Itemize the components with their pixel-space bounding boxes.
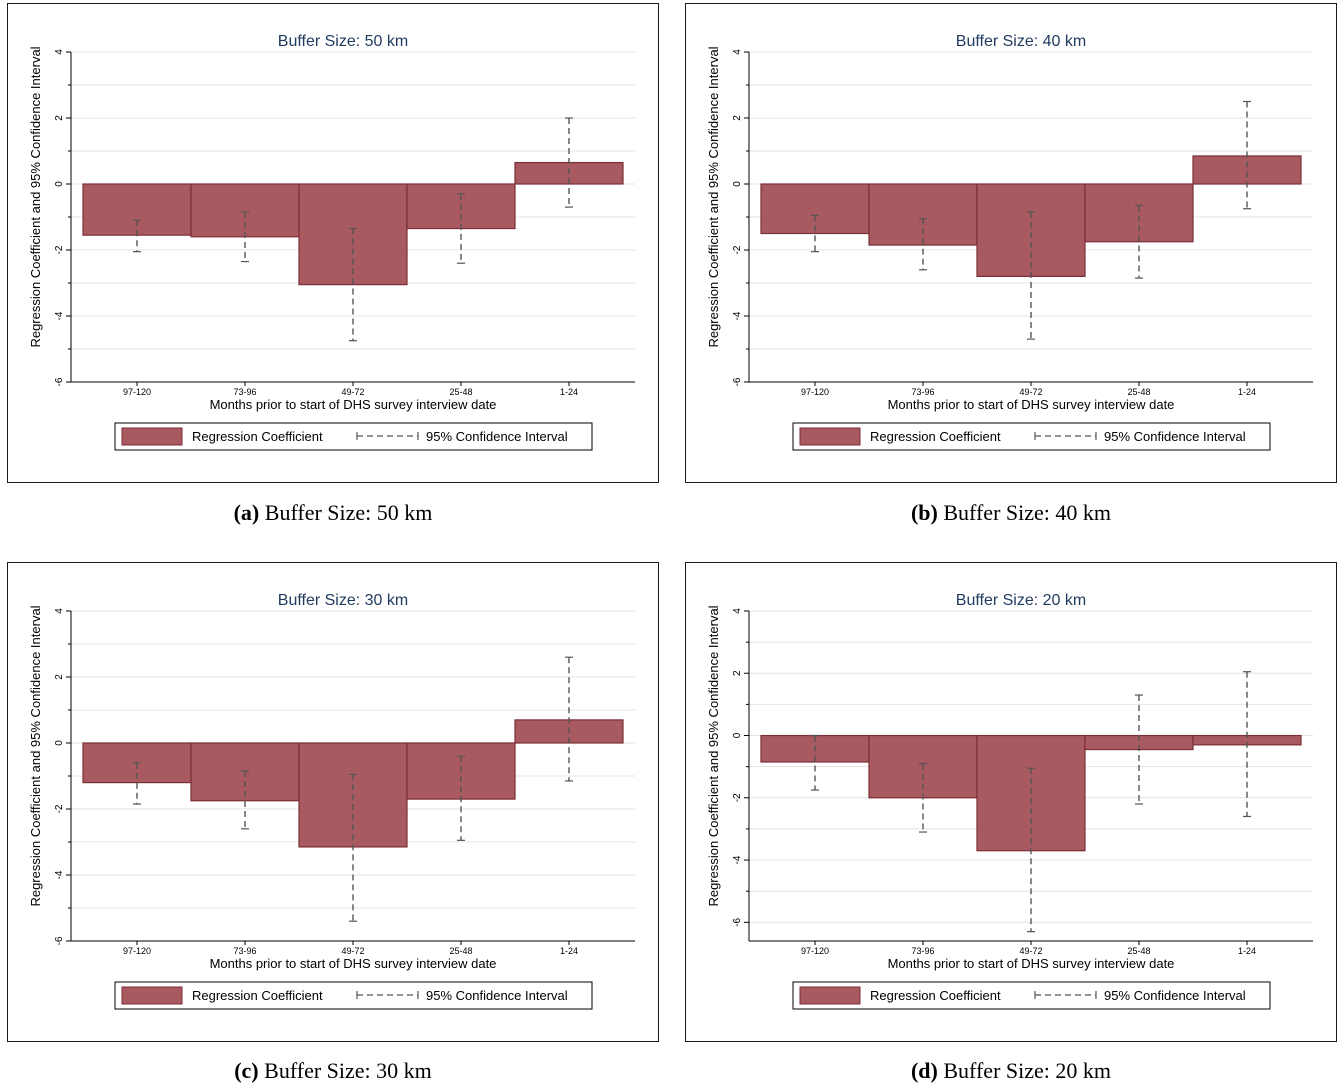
y-tick-label: 2 [54,674,65,680]
x-tick-label: 49-72 [1019,946,1042,956]
legend-bar-swatch [121,427,183,446]
x-tick-label: 73-96 [911,946,934,956]
caption-c-text: Buffer Size: 30 km [264,1058,432,1083]
chart-svg-d: Buffer Size: 20 km -6 -4 -2 0 2 4 Regression Co… [706,592,1313,1010]
chart-title: Buffer Size: 50 km [278,33,408,50]
legend-bar-label: Regression Coefficient [192,988,323,1003]
x-tick-label: 1-24 [1238,387,1256,397]
x-tick-label: 97-120 [801,387,829,397]
bar-25-48 [1084,183,1194,243]
y-tick-label: 2 [732,115,743,121]
y-tick-label: 0 [54,181,65,187]
y-tick-label: -4 [732,311,743,320]
y-tick-label: 4 [54,49,65,55]
chart-panel-a: Buffer Size: 50 km -6 -4 -2 0 2 4 Regression Co… [7,3,659,483]
y-tick-label: 4 [54,608,65,614]
legend-bar-swatch [799,986,861,1005]
x-tick-label: 1-24 [1238,946,1256,956]
caption-b-letter: (b) [910,500,938,525]
y-tick-label: -4 [54,311,65,320]
y-tick-label: 0 [732,181,743,187]
bar-73-96 [868,183,978,246]
x-tick-label: 97-120 [801,946,829,956]
caption-d-text: Buffer Size: 20 km [943,1058,1111,1083]
x-tick-label: 25-48 [449,946,472,956]
x-axis-label: Months prior to start of DHS survey inte… [210,956,497,971]
caption-b: (b) Buffer Size: 40 km [681,500,1340,526]
chart-panel-c: Buffer Size: 30 km -6 -4 -2 0 2 4 Regression Co… [7,562,659,1042]
y-tick-label: -4 [732,855,743,864]
x-tick-label: 25-48 [1127,387,1150,397]
chart-title: Buffer Size: 20 km [956,592,1086,609]
caption-a-letter: (a) [233,500,260,525]
x-tick-label: 25-48 [449,387,472,397]
legend-bar-label: Regression Coefficient [192,429,323,444]
x-tick-label: 73-96 [233,387,256,397]
y-tick-label: -4 [54,870,65,879]
legend-ci-label: 95% Confidence Interval [1104,429,1246,444]
y-tick-label: -2 [732,793,743,802]
chart-svg-b: Buffer Size: 40 km -6 -4 -2 0 2 4 Regression Co… [706,33,1313,451]
x-tick-label: 97-120 [123,387,151,397]
x-tick-label: 97-120 [123,946,151,956]
legend-bar-swatch [799,427,861,446]
y-tick-label: -2 [54,804,65,813]
legend-bar-label: Regression Coefficient [870,429,1001,444]
legend-ci-label: 95% Confidence Interval [426,988,568,1003]
x-tick-label: 49-72 [341,946,364,956]
chart-title: Buffer Size: 40 km [956,33,1086,50]
y-axis-label: Regression Coefficient and 95% Confidenc… [28,605,43,906]
legend-box [114,422,593,451]
legend-box [792,981,1271,1010]
y-tick-label: -6 [732,377,743,386]
y-tick-label: -2 [54,245,65,254]
x-tick-label: 73-96 [233,946,256,956]
caption-c: (c) Buffer Size: 30 km [3,1058,663,1084]
y-tick-label: 0 [54,740,65,746]
bar-1-24 [1192,155,1302,185]
bar-49-72 [976,183,1086,278]
bar-73-96 [190,183,300,238]
y-tick-label: -6 [54,936,65,945]
y-tick-label: -6 [54,377,65,386]
caption-c-letter: (c) [234,1058,259,1083]
x-tick-label: 1-24 [560,387,578,397]
y-axis-label: Regression Coefficient and 95% Confidenc… [28,46,43,347]
caption-b-text: Buffer Size: 40 km [943,500,1111,525]
bar-97-120 [82,183,192,236]
x-axis-label: Months prior to start of DHS survey inte… [210,397,497,412]
x-tick-label: 73-96 [911,387,934,397]
chart-title: Buffer Size: 30 km [278,592,408,609]
chart-panel-d: Buffer Size: 20 km -6 -4 -2 0 2 4 Regression Co… [685,562,1337,1042]
x-tick-label: 49-72 [341,387,364,397]
caption-d-letter: (d) [910,1058,938,1083]
chart-panel-b: Buffer Size: 40 km -6 -4 -2 0 2 4 Regression Co… [685,3,1337,483]
x-axis-label: Months prior to start of DHS survey inte… [888,397,1175,412]
y-tick-label: 0 [732,732,743,738]
y-axis-label: Regression Coefficient and 95% Confidenc… [706,605,721,906]
legend-ci-label: 95% Confidence Interval [426,429,568,444]
x-tick-label: 1-24 [560,946,578,956]
y-tick-label: 4 [732,49,743,55]
legend-ci-label: 95% Confidence Interval [1104,988,1246,1003]
y-tick-label: 2 [732,670,743,676]
legend-bar-swatch [121,986,183,1005]
legend-box [792,422,1271,451]
y-tick-label: -6 [732,917,743,926]
y-tick-label: -2 [732,245,743,254]
y-tick-label: 2 [54,115,65,121]
x-tick-label: 49-72 [1019,387,1042,397]
caption-a: (a) Buffer Size: 50 km [3,500,663,526]
chart-svg-a: Buffer Size: 50 km -6 -4 -2 0 2 4 Regression Co… [28,33,635,451]
y-axis-label: Regression Coefficient and 95% Confidenc… [706,46,721,347]
x-axis-label: Months prior to start of DHS survey inte… [888,956,1175,971]
y-tick-label: 4 [732,608,743,614]
legend-box [114,981,593,1010]
x-tick-label: 25-48 [1127,946,1150,956]
legend-bar-label: Regression Coefficient [870,988,1001,1003]
chart-svg-c: Buffer Size: 30 km -6 -4 -2 0 2 4 Regression Co… [28,592,635,1010]
caption-d: (d) Buffer Size: 20 km [681,1058,1340,1084]
caption-a-text: Buffer Size: 50 km [264,500,433,525]
